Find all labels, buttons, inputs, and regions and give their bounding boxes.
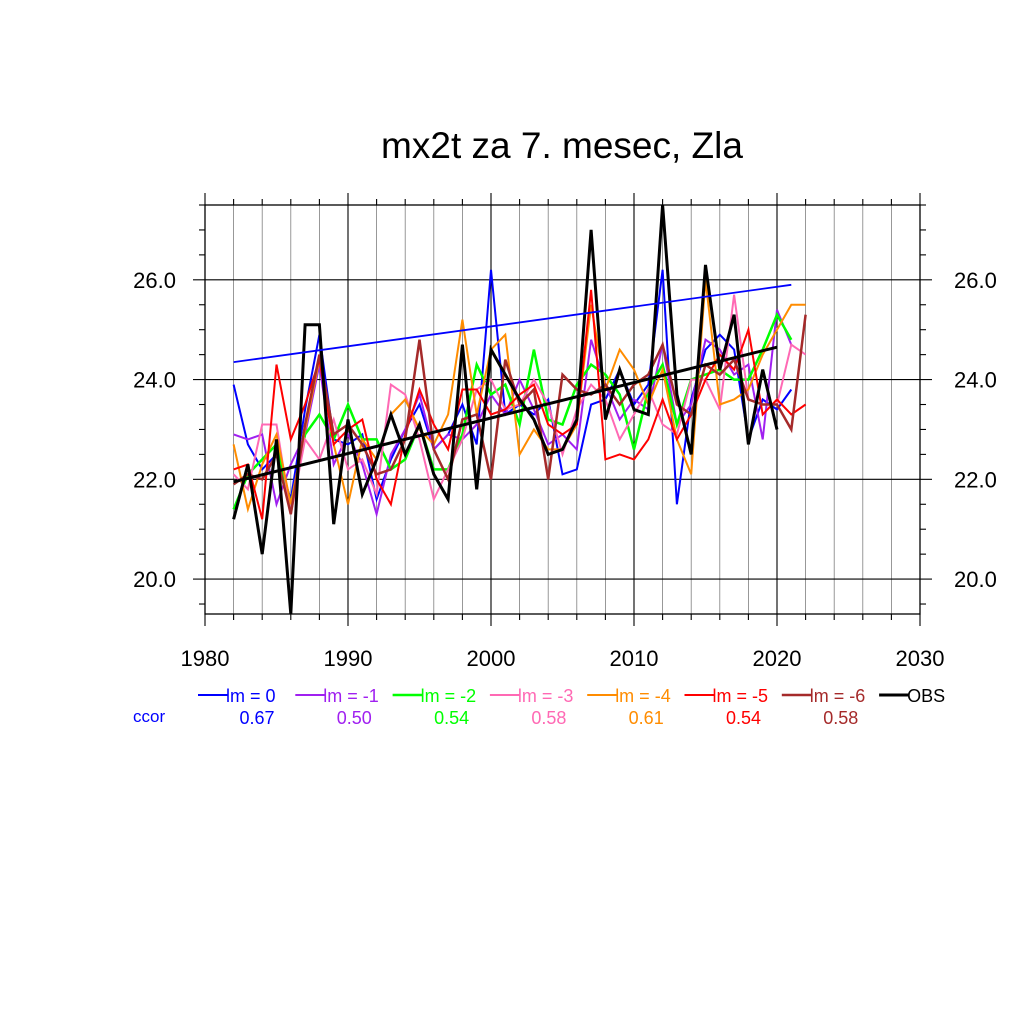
chart-title: mx2t za 7. mesec, Zla bbox=[381, 125, 743, 166]
y-tick-label-left: 26.0 bbox=[133, 268, 176, 293]
y-tick-label-left: 24.0 bbox=[133, 368, 176, 393]
y-tick-label-right: 22.0 bbox=[954, 467, 997, 492]
x-tick-label: 2030 bbox=[896, 646, 945, 671]
legend-ccor-value: 0.61 bbox=[629, 708, 664, 728]
series-lines bbox=[232, 204, 807, 615]
trend-line bbox=[233, 345, 778, 484]
trend-lines bbox=[233, 283, 792, 484]
legend-label: lm = -1 bbox=[323, 686, 379, 706]
legend-label: lm = 0 bbox=[226, 686, 276, 706]
legend-ccor-value: 0.50 bbox=[337, 708, 372, 728]
y-tick-label-left: 22.0 bbox=[133, 467, 176, 492]
legend-label: lm = -6 bbox=[810, 686, 866, 706]
legend-ccor-value: 0.58 bbox=[531, 708, 566, 728]
ccor-label: ccor bbox=[133, 707, 165, 726]
legend-label: lm = -2 bbox=[421, 686, 477, 706]
x-tick-label: 2010 bbox=[610, 646, 659, 671]
y-tick-label-right: 20.0 bbox=[954, 567, 997, 592]
legend-label: lm = -4 bbox=[615, 686, 671, 706]
legend-label: lm = -3 bbox=[518, 686, 574, 706]
series-line-lm-5 bbox=[233, 289, 807, 520]
legend-ccor-value: 0.54 bbox=[726, 708, 761, 728]
plot-frame bbox=[204, 204, 921, 615]
legend-label: OBS bbox=[907, 686, 945, 706]
x-tick-label: 1990 bbox=[324, 646, 373, 671]
trend-line bbox=[233, 283, 792, 364]
x-tick-label: 2000 bbox=[467, 646, 516, 671]
legend-label: lm = -5 bbox=[713, 686, 769, 706]
axis-tick-labels: 1980 1990 2000 2010 2020 2030 20.0 20.0 22.0 22.0… bbox=[133, 268, 997, 671]
legend-ccor-value: 0.58 bbox=[823, 708, 858, 728]
y-tick-label-left: 20.0 bbox=[133, 567, 176, 592]
series-line-lm-6 bbox=[232, 314, 807, 515]
x-tick-label: 2020 bbox=[753, 646, 802, 671]
y-tick-label-right: 24.0 bbox=[954, 368, 997, 393]
axis-ticks bbox=[193, 193, 932, 626]
legend-ccor-value: 0.67 bbox=[239, 708, 274, 728]
series-line-obs bbox=[232, 204, 779, 615]
x-tick-label: 1980 bbox=[181, 646, 230, 671]
legend-ccor-value: 0.54 bbox=[434, 708, 469, 728]
y-tick-label-right: 26.0 bbox=[954, 268, 997, 293]
